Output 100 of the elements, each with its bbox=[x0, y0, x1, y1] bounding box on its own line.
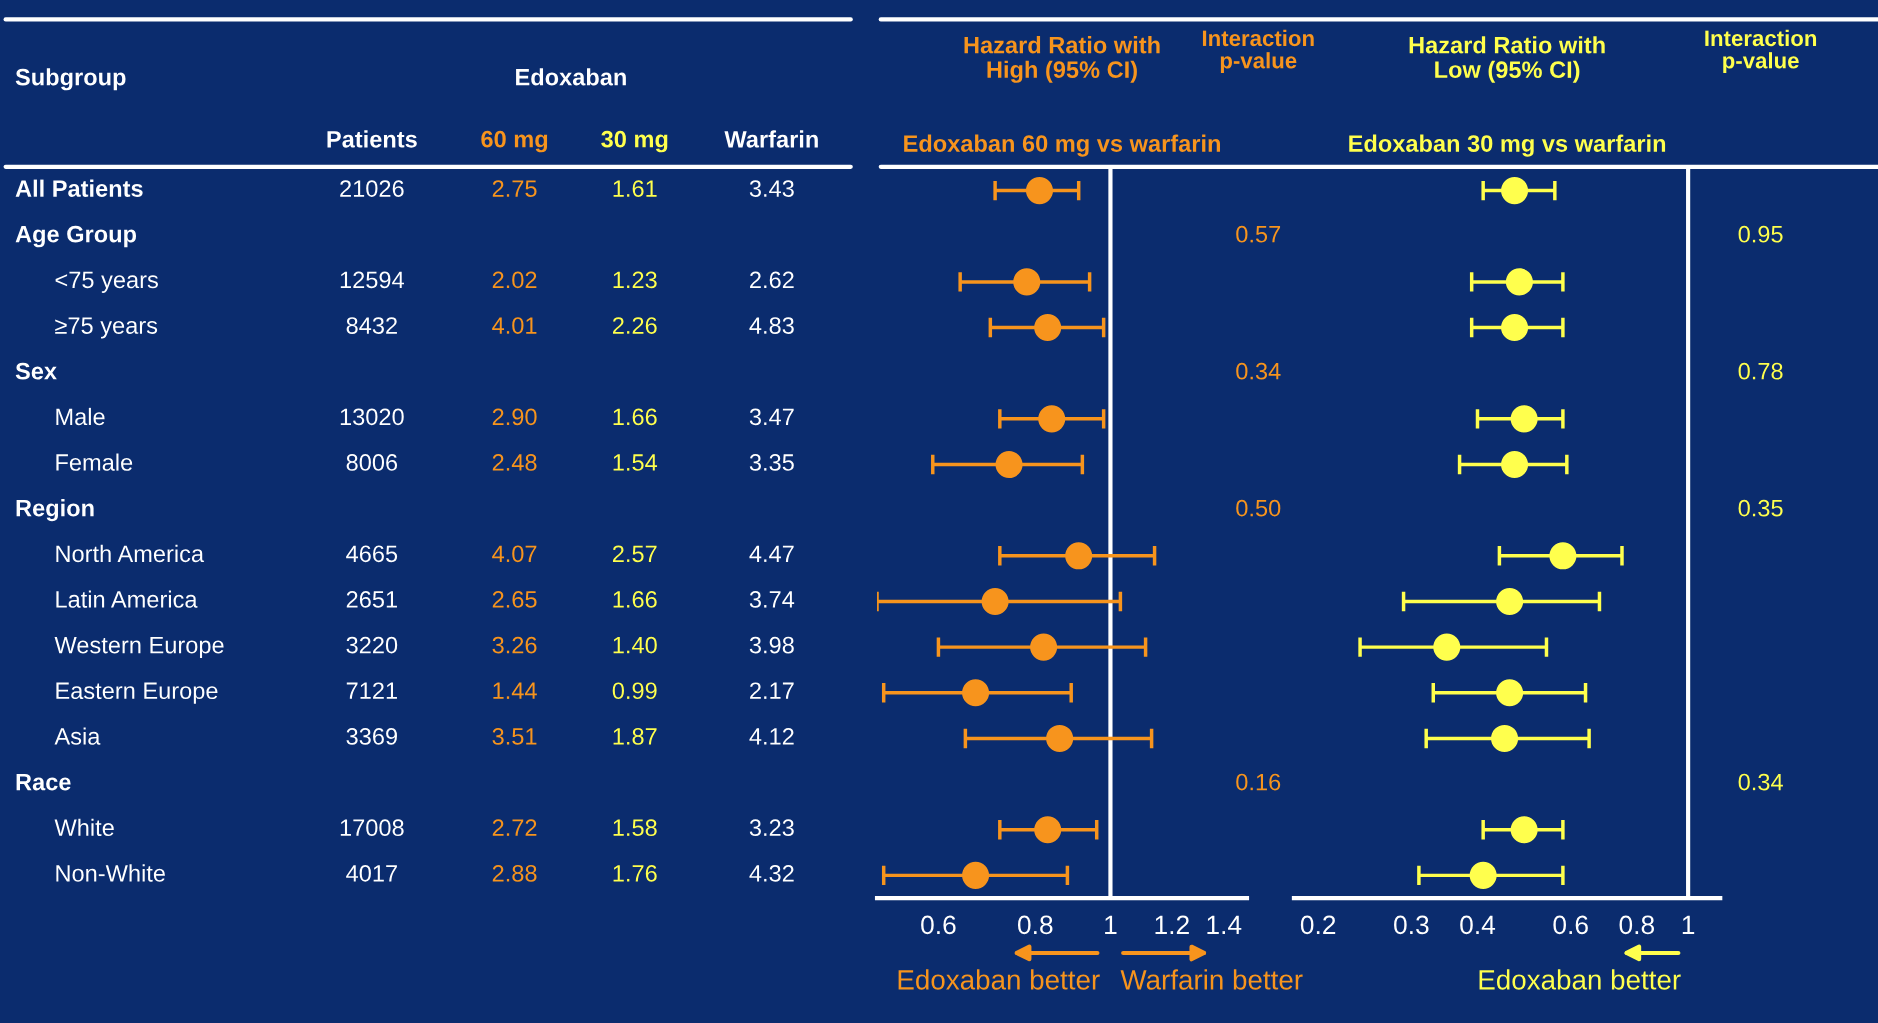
text: 1.44 bbox=[493, 682, 537, 699]
text: 3.98 bbox=[749, 636, 794, 654]
point bbox=[1496, 587, 1524, 615]
text: 21026 bbox=[340, 180, 404, 197]
chart-subtitle: Edoxaban 60 mg vs warfarin bbox=[904, 134, 1220, 157]
text: 2.88 bbox=[492, 864, 537, 882]
text: 2.17 bbox=[750, 682, 794, 699]
text: 8432 bbox=[346, 317, 397, 334]
category-label: North America bbox=[56, 544, 205, 563]
text: 4.07 bbox=[492, 545, 537, 563]
point bbox=[1510, 405, 1538, 433]
point bbox=[995, 450, 1023, 479]
text: 17008 bbox=[340, 819, 404, 837]
category-label: 60 mg bbox=[481, 130, 548, 153]
text: 0.50 bbox=[1236, 499, 1281, 517]
x-tick-label: 1.4 bbox=[1207, 915, 1242, 934]
category-label: Asia bbox=[54, 727, 101, 745]
chart-subtitle: Edoxaban 30 mg vs warfarin bbox=[1349, 134, 1666, 157]
category-label: Eastern Europe bbox=[56, 682, 218, 704]
text: 0.78 bbox=[1738, 362, 1783, 380]
text: 1.23 bbox=[613, 271, 657, 289]
text: 4.32 bbox=[749, 864, 794, 882]
point bbox=[1013, 268, 1041, 296]
text: 0.57 bbox=[1236, 225, 1281, 243]
category-label: Warfarin bbox=[724, 130, 818, 148]
point bbox=[962, 861, 990, 889]
category-label: All Patients bbox=[15, 179, 143, 197]
text: 2.48 bbox=[492, 454, 537, 471]
category-label: Race bbox=[16, 773, 71, 791]
text: 1.66 bbox=[613, 408, 657, 426]
text: 2.75 bbox=[492, 180, 537, 197]
x-tick-label: 0.8 bbox=[1619, 915, 1655, 935]
text: 3369 bbox=[346, 728, 397, 745]
point bbox=[1510, 816, 1538, 844]
text: 4665 bbox=[346, 545, 398, 563]
point bbox=[1038, 405, 1066, 433]
text: 0.95 bbox=[1738, 225, 1783, 243]
text: 1.87 bbox=[613, 728, 657, 745]
text: 3.26 bbox=[492, 636, 537, 654]
category-label: Patients bbox=[327, 130, 417, 148]
x-tick-label: 1.2 bbox=[1155, 915, 1189, 934]
point bbox=[1501, 177, 1529, 205]
category-label: Non-White bbox=[56, 864, 165, 882]
text: 0.34 bbox=[1738, 773, 1783, 791]
text: 12594 bbox=[340, 271, 404, 289]
point bbox=[1491, 724, 1519, 752]
point bbox=[1046, 724, 1074, 752]
text: Edoxaban bbox=[516, 68, 626, 86]
text: 1.61 bbox=[613, 180, 657, 197]
text: 4.83 bbox=[749, 317, 794, 334]
text: 8006 bbox=[346, 454, 398, 471]
category-label: White bbox=[54, 818, 114, 837]
point bbox=[1030, 633, 1058, 661]
category-label: 30 mg bbox=[601, 130, 668, 153]
text: 3.35 bbox=[749, 454, 794, 471]
x-tick-label: 0.8 bbox=[1017, 915, 1053, 935]
point bbox=[1034, 816, 1062, 844]
point bbox=[1496, 679, 1524, 707]
text: 2.02 bbox=[492, 271, 537, 289]
category-label: ≥75 years bbox=[55, 317, 158, 339]
text: 3.51 bbox=[492, 728, 537, 745]
point bbox=[1505, 268, 1533, 296]
chart-title: Hazard Ratio with Low (95% CI) bbox=[1409, 36, 1605, 83]
text: 4.01 bbox=[492, 317, 537, 334]
text: 3220 bbox=[346, 636, 398, 654]
point bbox=[1501, 314, 1529, 342]
x-tick-label: 0.6 bbox=[921, 915, 956, 935]
text: Edoxaban better bbox=[898, 969, 1100, 990]
text: 2.65 bbox=[492, 591, 537, 608]
x-tick-label: 0.6 bbox=[1553, 915, 1588, 935]
point bbox=[981, 587, 1009, 615]
text: 2.26 bbox=[612, 317, 657, 334]
category-label: Interaction p-value bbox=[1705, 29, 1817, 73]
text: 1.76 bbox=[613, 864, 657, 882]
category-label: Region bbox=[16, 499, 94, 522]
category-label: Latin America bbox=[56, 590, 198, 608]
category-label: Female bbox=[56, 453, 133, 471]
point bbox=[1034, 314, 1062, 342]
text: 4.47 bbox=[749, 545, 794, 562]
point bbox=[1025, 177, 1054, 205]
text: Warfarin better bbox=[1120, 969, 1303, 990]
text: 1.40 bbox=[613, 636, 657, 654]
x-tick-label: 0.2 bbox=[1300, 915, 1336, 935]
point bbox=[1501, 450, 1529, 479]
text: 2651 bbox=[346, 591, 397, 608]
text: Edoxaban better bbox=[1479, 969, 1681, 990]
category-label: Interaction p-value bbox=[1202, 29, 1314, 73]
text: 2.72 bbox=[492, 819, 537, 836]
category-label: Age Group bbox=[15, 225, 137, 248]
text: 7121 bbox=[346, 682, 397, 699]
text: 3.23 bbox=[749, 819, 794, 837]
text: 1.66 bbox=[613, 591, 657, 608]
text: 1.54 bbox=[613, 454, 658, 471]
text: 4017 bbox=[346, 864, 397, 882]
category-label: <75 years bbox=[55, 271, 158, 293]
category-label: Male bbox=[56, 407, 105, 426]
text: 0.34 bbox=[1236, 362, 1281, 380]
text: 1.58 bbox=[613, 819, 657, 837]
text: 13020 bbox=[340, 408, 404, 426]
x-tick-label: 1 bbox=[1682, 915, 1695, 934]
